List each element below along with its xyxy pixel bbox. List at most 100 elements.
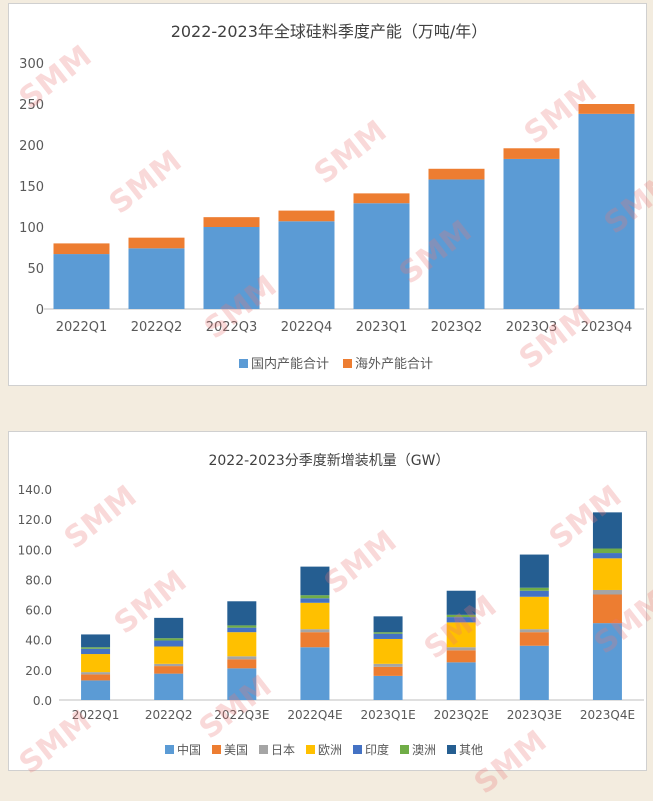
bar-segment-2023Q1-国内产能合计 — [353, 203, 410, 309]
bar-segment-2022Q3E-日本 — [227, 656, 257, 660]
legend-label: 欧洲 — [318, 743, 342, 757]
bar-segment-2022Q1-国内产能合计 — [53, 254, 110, 309]
bar-segment-2022Q4E-澳洲 — [300, 595, 330, 599]
x-tick-label: 2022Q1 — [56, 320, 108, 335]
bar-segment-2022Q2-澳洲 — [154, 638, 184, 641]
bar-segment-2022Q2-印度 — [154, 640, 184, 647]
bar-segment-2023Q4E-中国 — [592, 623, 622, 700]
x-tick-label: 2023Q2E — [434, 708, 489, 722]
x-tick-label: 2023Q1E — [360, 708, 415, 722]
bar-segment-2022Q2-其他 — [154, 617, 184, 639]
chart-capacity: 2022-2023年全球硅料季度产能（万吨/年） 0 50 100 150 200 250 3… — [19, 22, 644, 372]
x-tick-label: 2023Q3 — [506, 320, 558, 335]
bar-segment-2023Q3E-其他 — [519, 554, 549, 588]
chart-title: 2022-2023分季度新增装机量（GW） — [208, 453, 449, 469]
x-tick-label: 2023Q2 — [431, 320, 483, 335]
legend-label: 国内产能合计 — [251, 356, 329, 372]
bar-segment-2022Q1-欧洲 — [81, 654, 111, 673]
bar-segment-2022Q4E-中国 — [300, 647, 330, 700]
chart-installation-panel: 2022-2023分季度新增装机量（GW） 0.0 20.0 40.0 60.0 80.0… — [8, 431, 647, 771]
y-tick-label: 100.0 — [18, 543, 52, 557]
y-tick-label: 60.0 — [25, 604, 52, 618]
bar-segment-2022Q1-印度 — [81, 648, 111, 655]
bar-segment-2023Q4E-欧洲 — [592, 558, 622, 590]
bar-segment-2023Q3E-日本 — [519, 629, 549, 633]
x-tick-label: 2022Q3 — [206, 320, 258, 335]
legend-swatch-欧洲 — [306, 745, 315, 754]
bar-segment-2023Q1E-其他 — [373, 616, 403, 633]
bar-segment-2022Q4E-日本 — [300, 629, 330, 633]
legend-label: 澳洲 — [412, 743, 436, 757]
legend-label: 日本 — [271, 743, 295, 757]
bar-segment-2023Q2E-澳洲 — [446, 614, 476, 618]
bar-segment-2023Q2E-印度 — [446, 617, 476, 623]
bar-segment-2023Q1E-澳洲 — [373, 632, 403, 634]
bar-segment-2022Q4-国内产能合计 — [278, 221, 335, 309]
bar-segment-2022Q1-日本 — [81, 672, 111, 675]
y-tick-label: 100 — [19, 221, 44, 236]
bar-segment-2022Q3-国内产能合计 — [203, 227, 260, 309]
y-tick-label: 80.0 — [25, 573, 52, 587]
y-tick-label: 120.0 — [18, 513, 52, 527]
bar-segment-2023Q2E-其他 — [446, 590, 476, 615]
y-tick-label: 300 — [19, 57, 44, 72]
bar-segment-2022Q1-其他 — [81, 634, 111, 648]
bar-segment-2023Q4-海外产能合计 — [578, 104, 635, 114]
bar-segment-2022Q3E-美国 — [227, 659, 257, 669]
bar-segment-2022Q2-日本 — [154, 663, 184, 667]
bar-segment-2022Q2-国内产能合计 — [128, 248, 185, 309]
bar-segment-2022Q3E-其他 — [227, 601, 257, 626]
x-tick-label: 2023Q3E — [507, 708, 562, 722]
legend-swatch-国内产能合计 — [239, 359, 248, 368]
bar-segment-2022Q4E-印度 — [300, 598, 330, 603]
bar-segment-2022Q3E-印度 — [227, 627, 257, 633]
legend-swatch-印度 — [353, 745, 362, 754]
x-tick-label: 2022Q2 — [131, 320, 183, 335]
bar-segment-2023Q2E-美国 — [446, 650, 476, 663]
bar-segment-2022Q3-海外产能合计 — [203, 217, 260, 227]
x-tick-label: 2023Q1 — [356, 320, 408, 335]
bar-segment-2023Q4E-日本 — [592, 589, 622, 595]
bar-segment-2023Q3E-印度 — [519, 590, 549, 597]
legend-label: 印度 — [365, 742, 389, 757]
bar-segment-2023Q4E-美国 — [592, 594, 622, 624]
bar-segment-2023Q2E-欧洲 — [446, 622, 476, 648]
x-tick-label: 2022Q2 — [145, 708, 193, 722]
legend-label: 其他 — [459, 743, 483, 757]
bar-segment-2023Q1E-美国 — [373, 666, 403, 676]
legend-swatch-其他 — [447, 745, 456, 754]
bar-segment-2022Q3E-澳洲 — [227, 625, 257, 628]
legend-swatch-澳洲 — [400, 745, 409, 754]
legend-label: 美国 — [224, 743, 248, 757]
y-tick-label: 0 — [36, 303, 44, 318]
legend-swatch-美国 — [212, 745, 221, 754]
bar-segment-2022Q4E-其他 — [300, 566, 330, 596]
bar-segment-2023Q3E-欧洲 — [519, 596, 549, 630]
x-tick-label: 2023Q4 — [581, 320, 633, 335]
bar-segment-2022Q3E-欧洲 — [227, 632, 257, 657]
chart-installation: 2022-2023分季度新增装机量（GW） 0.0 20.0 40.0 60.0 80.0… — [18, 453, 644, 757]
bar-segment-2023Q1E-欧洲 — [373, 638, 403, 664]
legend-swatch-日本 — [259, 745, 268, 754]
bar-segment-2023Q4E-澳洲 — [592, 548, 622, 554]
y-tick-label: 250 — [19, 98, 44, 113]
legend-swatch-中国 — [165, 745, 174, 754]
y-tick-label: 150 — [19, 180, 44, 195]
y-tick-label: 140.0 — [18, 483, 52, 497]
bar-segment-2022Q1-美国 — [81, 674, 111, 681]
bar-segment-2023Q2-国内产能合计 — [428, 179, 485, 309]
bar-segment-2022Q2-海外产能合计 — [128, 237, 185, 249]
bar-segment-2023Q4E-其他 — [592, 512, 622, 549]
bar-segment-2022Q3E-中国 — [227, 668, 257, 700]
bar-segment-2023Q2E-日本 — [446, 647, 476, 651]
x-tick-label: 2022Q4 — [281, 320, 333, 335]
x-tick-label: 2023Q4E — [580, 708, 635, 722]
bar-segment-2022Q2-欧洲 — [154, 646, 184, 664]
chart-capacity-panel: 2022-2023年全球硅料季度产能（万吨/年） 0 50 100 150 200 250 3… — [8, 3, 647, 386]
bar-segment-2023Q1E-日本 — [373, 663, 403, 667]
y-tick-label: 40.0 — [25, 634, 52, 648]
y-tick-label: 20.0 — [25, 664, 52, 678]
bar-segment-2023Q1E-中国 — [373, 675, 403, 700]
bar-segment-2023Q1E-印度 — [373, 633, 403, 639]
bar-segment-2022Q2-中国 — [154, 673, 184, 700]
